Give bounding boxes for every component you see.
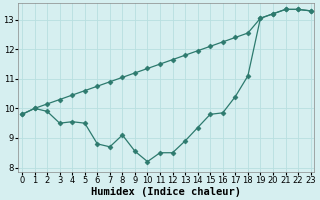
X-axis label: Humidex (Indice chaleur): Humidex (Indice chaleur) (91, 186, 241, 197)
